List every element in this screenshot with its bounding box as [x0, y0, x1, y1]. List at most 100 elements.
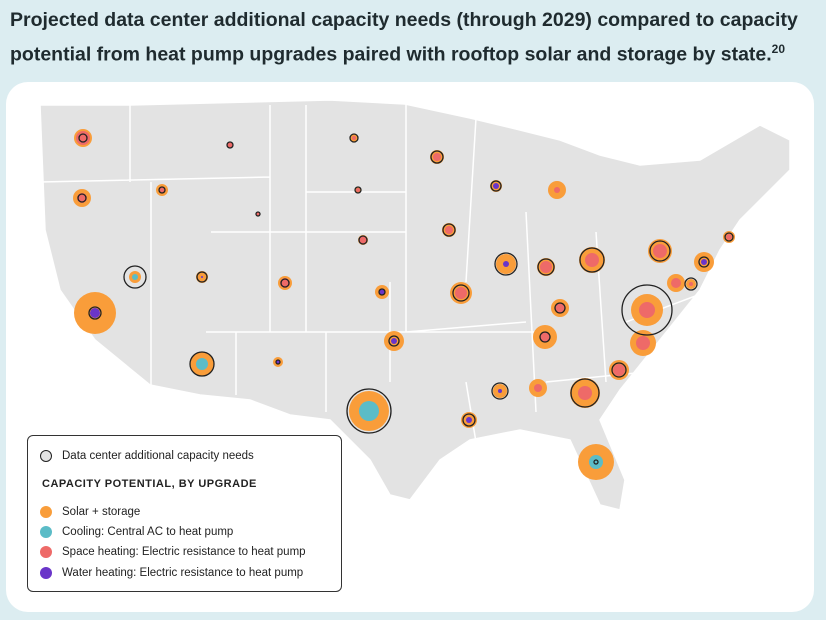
- state-bubble: [74, 292, 116, 334]
- legend-item-water-heating: Water heating: Electric resistance to he…: [40, 567, 303, 579]
- state-bubble: [529, 379, 547, 397]
- cooling-circle: [359, 401, 379, 421]
- water-circle: [466, 417, 472, 423]
- state-bubble: [226, 141, 234, 149]
- state-bubble: [537, 258, 555, 276]
- data-center-need-ring: [123, 265, 147, 289]
- legend-item-space-heating: Space heating: Electric resistance to he…: [40, 546, 306, 558]
- state-bubble: [461, 412, 477, 428]
- bubble-layer: [73, 129, 735, 480]
- data-center-need-ring: [275, 359, 281, 365]
- data-center-need-ring: [570, 378, 600, 408]
- cooling-circle: [132, 274, 138, 280]
- data-center-need-ring: [579, 247, 605, 273]
- space-circle: [726, 234, 732, 240]
- water-heating-dot-icon: [40, 567, 52, 579]
- map-card: Data center additional capacity needs CA…: [6, 82, 814, 612]
- state-bubble: [694, 252, 714, 272]
- page-title: Projected data center additional capacit…: [10, 6, 820, 70]
- data-center-need-ring: [611, 362, 627, 378]
- data-center-need-ring: [189, 351, 215, 377]
- data-center-need-ring: [649, 240, 671, 262]
- legend-item-cooling: Cooling: Central AC to heat pump: [40, 526, 233, 538]
- data-center-need-ring: [698, 256, 710, 268]
- state-bubble: [570, 378, 600, 408]
- cooling-dot-icon: [40, 526, 52, 538]
- us-map: [39, 99, 791, 511]
- data-center-need-ring: [354, 186, 362, 194]
- state-bubble: [621, 284, 673, 336]
- space-circle: [356, 188, 360, 192]
- data-center-need-ring: [462, 413, 476, 427]
- data-center-need-ring: [346, 388, 392, 434]
- title-text: Projected data center additional capacit…: [10, 9, 798, 66]
- data-center-need-ring: [77, 193, 87, 203]
- data-center-need-ring: [724, 232, 734, 242]
- space-circle: [613, 364, 625, 376]
- state-bubble: [450, 282, 472, 304]
- legend-heading: CAPACITY POTENTIAL, BY UPGRADE: [42, 478, 257, 490]
- state-bubble: [384, 331, 404, 351]
- state-bubble: [196, 271, 208, 283]
- data-center-need-ring: [491, 382, 509, 400]
- data-center-need-ring: [349, 133, 359, 143]
- space-circle: [227, 142, 233, 148]
- state-bubble: [548, 181, 566, 199]
- state-bubble: [273, 357, 283, 367]
- space-circle: [352, 136, 356, 140]
- data-center-need-ring: [78, 133, 88, 143]
- legend-label: Space heating: Electric resistance to he…: [62, 546, 306, 558]
- state-bubble: [533, 325, 557, 349]
- state-bubble: [490, 180, 502, 192]
- data-center-need-ring: [196, 271, 208, 283]
- cooling-circle: [589, 455, 603, 469]
- state-bubble: [491, 382, 509, 400]
- data-center-need-ring: [358, 235, 368, 245]
- space-circle: [280, 278, 290, 288]
- water-circle: [201, 276, 203, 278]
- state-bubble: [684, 277, 698, 291]
- water-circle: [503, 261, 509, 267]
- space-circle: [554, 187, 560, 193]
- water-circle: [493, 183, 499, 189]
- legend-item-solar: Solar + storage: [40, 506, 140, 518]
- space-circle: [671, 278, 681, 288]
- data-center-need-ring: [378, 288, 386, 296]
- water-circle: [498, 389, 502, 393]
- space-circle: [76, 131, 90, 145]
- data-center-need-ring: [554, 302, 566, 314]
- legend-label: Cooling: Central AC to heat pump: [62, 526, 234, 538]
- space-circle: [540, 261, 552, 273]
- state-bubble: [189, 351, 215, 377]
- legend-ring-row: Data center additional capacity needs: [40, 450, 254, 462]
- water-circle: [701, 259, 707, 265]
- state-bubble: [375, 285, 389, 299]
- data-center-need-ring: [158, 186, 166, 194]
- state-bubble: [723, 231, 735, 243]
- water-circle: [379, 289, 385, 295]
- state-bubble: [551, 299, 569, 317]
- space-circle: [689, 282, 693, 286]
- state-bubble: [494, 252, 518, 276]
- state-bubble: [579, 247, 605, 273]
- water-circle: [276, 360, 280, 364]
- state-bubble: [667, 274, 685, 292]
- space-circle: [359, 236, 367, 244]
- space-circle: [455, 287, 467, 299]
- data-center-need-ring: [494, 252, 518, 276]
- state-bubble: [278, 276, 292, 290]
- state-bubble: [442, 223, 456, 237]
- data-center-need-ring: [621, 284, 673, 336]
- space-circle: [159, 187, 165, 193]
- space-circle: [256, 212, 260, 216]
- space-circle: [445, 226, 453, 234]
- water-circle: [90, 308, 100, 318]
- space-circle: [578, 386, 592, 400]
- state-bubble: [73, 189, 91, 207]
- data-center-need-ring: [88, 306, 102, 320]
- cooling-circle: [196, 358, 208, 370]
- space-circle: [77, 193, 87, 203]
- space-heating-dot-icon: [40, 546, 52, 558]
- us-outline: [39, 99, 791, 511]
- state-bubble: [609, 360, 629, 380]
